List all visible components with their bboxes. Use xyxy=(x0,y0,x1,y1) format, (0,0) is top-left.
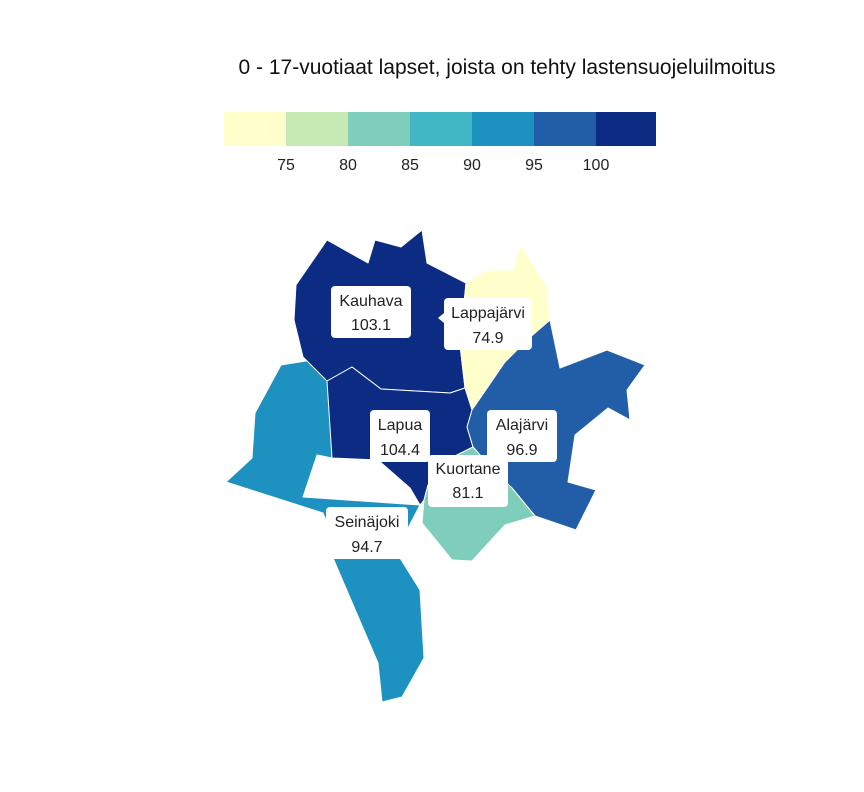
label-kauhava: Kauhava 103.1 xyxy=(331,286,411,338)
label-box-lapua xyxy=(370,410,430,462)
label-name-alajarvi: Alajärvi xyxy=(496,417,548,434)
legend-swatch-2 xyxy=(286,112,348,146)
label-seinajoki: Seinäjoki 94.7 xyxy=(326,507,408,559)
label-name-kauhava: Kauhava xyxy=(339,293,402,310)
label-lappajarvi: Lappajärvi 74.9 xyxy=(438,298,532,350)
legend-tick-90: 90 xyxy=(463,157,481,174)
legend-tick-100: 100 xyxy=(583,157,610,174)
legend-swatch-6 xyxy=(534,112,596,146)
color-legend: 75 80 85 90 95 100 xyxy=(224,112,656,174)
label-name-lapua: Lapua xyxy=(378,417,423,434)
label-box-alajarvi xyxy=(487,410,557,462)
legend-swatch-7 xyxy=(596,112,656,146)
label-name-seinajoki: Seinäjoki xyxy=(335,514,400,531)
legend-tick-85: 85 xyxy=(401,157,419,174)
label-box-lappajarvi xyxy=(444,298,532,350)
legend-swatch-5 xyxy=(472,112,534,146)
label-box-kuortane xyxy=(428,455,508,507)
legend-tick-95: 95 xyxy=(525,157,543,174)
label-name-kuortane: Kuortane xyxy=(436,461,501,478)
label-value-lapua: 104.4 xyxy=(380,442,420,459)
label-value-alajarvi: 96.9 xyxy=(506,442,537,459)
label-pointer-lappajarvi xyxy=(438,313,444,323)
label-value-seinajoki: 94.7 xyxy=(351,539,382,556)
label-value-kuortane: 81.1 xyxy=(452,485,483,502)
legend-tick-80: 80 xyxy=(339,157,357,174)
label-alajarvi: Alajärvi 96.9 xyxy=(487,410,557,462)
label-name-lappajarvi: Lappajärvi xyxy=(451,305,525,322)
label-value-lappajarvi: 74.9 xyxy=(472,330,503,347)
legend-swatch-1 xyxy=(224,112,286,146)
legend-tick-75: 75 xyxy=(277,157,295,174)
map-title: 0 - 17-vuotiaat lapset, joista on tehty … xyxy=(238,56,776,79)
legend-swatch-4 xyxy=(410,112,472,146)
label-value-kauhava: 103.1 xyxy=(351,317,391,334)
label-lapua: Lapua 104.4 xyxy=(370,410,430,462)
legend-swatch-3 xyxy=(348,112,410,146)
label-box-seinajoki xyxy=(326,507,408,559)
label-box-kauhava xyxy=(331,286,411,338)
label-kuortane: Kuortane 81.1 xyxy=(428,455,508,507)
